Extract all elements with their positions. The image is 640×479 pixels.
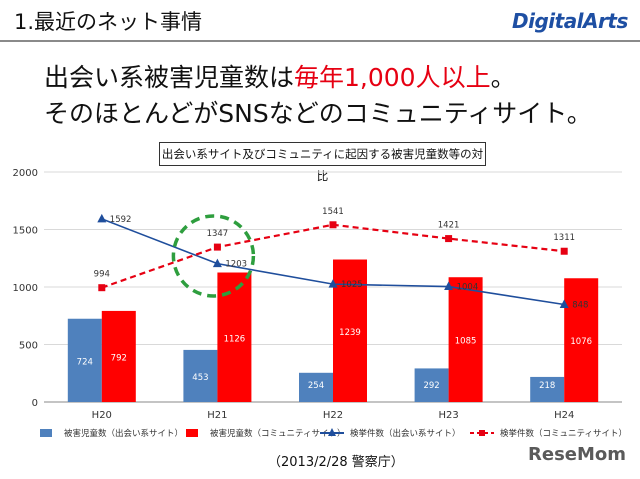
line-point-triangle xyxy=(97,213,107,223)
bar xyxy=(67,318,102,402)
line-point-triangle xyxy=(328,279,338,288)
bar-value-label: 453 xyxy=(192,373,208,383)
x-tick-label: H24 xyxy=(554,410,574,421)
legend-label: 検挙件数（コミュニティサイト） xyxy=(500,428,627,439)
legend-label: 検挙件数（出会い系サイト） xyxy=(350,428,461,439)
legend-swatch xyxy=(40,429,52,437)
bar-value-label: 254 xyxy=(308,381,324,391)
y-tick-label: 1500 xyxy=(13,226,38,237)
chart-title: 出会い系サイト及びコミュニティに起因する被害児童数等の対比 xyxy=(159,142,486,183)
bar-value-label: 792 xyxy=(111,353,127,363)
bar xyxy=(414,368,449,402)
line-value-label: 1421 xyxy=(438,221,460,231)
y-tick-label: 1000 xyxy=(13,283,38,294)
legend-marker-triangle xyxy=(328,428,336,436)
line-point-square xyxy=(98,284,106,292)
bar xyxy=(299,372,333,402)
bar xyxy=(530,376,565,402)
line-point-square xyxy=(445,235,453,243)
bar xyxy=(333,259,367,402)
y-tick-label: 0 xyxy=(32,398,38,409)
line-value-label: 1311 xyxy=(553,233,575,243)
bar-value-label: 292 xyxy=(423,381,439,391)
line-value-label: 1004 xyxy=(457,283,479,293)
headline-suffix: 。 xyxy=(490,63,516,92)
section-title: 1.最近のネット事情 xyxy=(14,10,203,34)
bar-value-label: 1076 xyxy=(570,337,592,347)
line-value-label: 1347 xyxy=(207,229,229,239)
legend-label: 被害児童数（出会い系サイト） xyxy=(64,428,183,439)
line-point-square xyxy=(329,221,337,229)
x-tick-label: H21 xyxy=(207,410,227,421)
line-value-label: 1541 xyxy=(322,207,344,217)
highlight-circle xyxy=(171,214,256,298)
bar xyxy=(183,349,218,402)
headline-prefix: 出会い系被害児童数は xyxy=(44,63,295,92)
bar-value-label: 1085 xyxy=(455,337,477,347)
bar-value-label: 1239 xyxy=(339,328,361,338)
legend-label: 被害児童数（コミュニティサイト） xyxy=(210,428,346,439)
line-point-square xyxy=(213,243,221,251)
bar xyxy=(564,278,599,402)
title-divider xyxy=(0,40,640,42)
x-tick-label: H23 xyxy=(438,410,458,421)
bar-value-label: 1126 xyxy=(224,334,246,344)
bar xyxy=(448,277,483,402)
headline-line2: そのほとんどがSNSなどのコミュニティサイト。 xyxy=(44,99,592,128)
line-point-triangle xyxy=(212,258,222,268)
line-value-label: 1592 xyxy=(110,215,132,225)
y-tick-label: 2000 xyxy=(13,168,38,179)
source-note: （2013/2/28 警察庁） xyxy=(268,455,404,470)
line-value-label: 848 xyxy=(572,300,588,310)
x-tick-label: H22 xyxy=(323,410,343,421)
legend-marker-square xyxy=(479,430,485,436)
headline-line1: 出会い系被害児童数は毎年1,000人以上。 xyxy=(44,58,516,94)
legend-swatch xyxy=(186,429,198,437)
bar-value-label: 724 xyxy=(77,357,93,367)
digitalarts-logo: DigitalArts xyxy=(512,9,628,33)
x-tick-label: H20 xyxy=(92,410,112,421)
line-point-triangle xyxy=(559,299,569,308)
resemom-watermark: ReseMom xyxy=(528,444,627,465)
line-point-square xyxy=(560,247,568,255)
line-value-label: 1025 xyxy=(341,280,363,290)
line-point-triangle xyxy=(444,281,454,291)
line-value-label: 1203 xyxy=(225,260,247,270)
y-tick-label: 500 xyxy=(19,341,38,352)
bar xyxy=(101,310,136,402)
headline-highlight: 毎年1,000人以上 xyxy=(294,63,491,92)
bar-value-label: 218 xyxy=(539,381,555,391)
line-value-label: 994 xyxy=(94,270,110,280)
chart: 0 500 1000 1500 2000 724 453 254 292 218 792 1126 12… xyxy=(13,168,627,439)
